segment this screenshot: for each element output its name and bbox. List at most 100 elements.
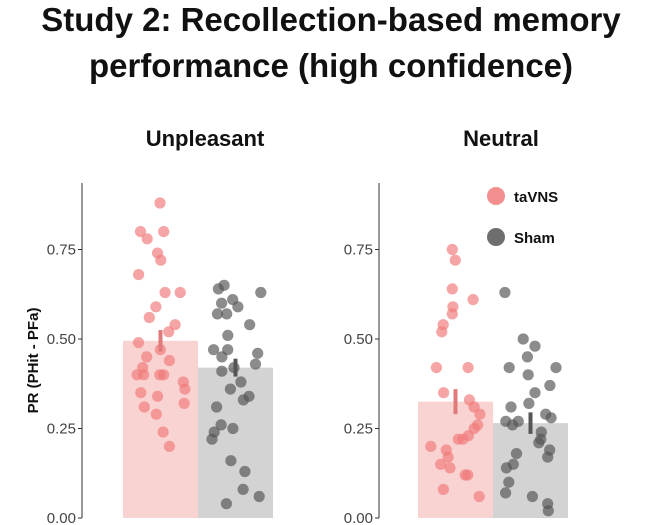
y-axis-label: PR (PHit - PFa) [25, 308, 42, 414]
y-tick-label: 0.00 [344, 510, 373, 525]
data-point-unpleasant-tavns [133, 269, 145, 281]
data-point-unpleasant-tavns [178, 397, 190, 409]
data-point-unpleasant-sham [222, 329, 234, 341]
data-point-unpleasant-tavns [163, 440, 175, 452]
chart-title-line-2: performance (high confidence) [88, 47, 574, 84]
data-point-neutral-sham [550, 362, 562, 374]
data-point-unpleasant-tavns [141, 351, 153, 363]
data-point-unpleasant-sham [216, 297, 228, 309]
data-point-neutral-tavns [467, 294, 479, 306]
data-point-unpleasant-tavns [154, 197, 166, 209]
data-point-unpleasant-sham [206, 433, 218, 445]
data-point-unpleasant-sham [235, 376, 247, 388]
y-tick-label: 0.50 [344, 331, 373, 348]
data-point-unpleasant-sham [237, 394, 249, 406]
data-point-unpleasant-tavns [174, 286, 186, 299]
data-point-neutral-tavns [474, 408, 486, 420]
y-tick-label: 0.75 [344, 242, 373, 259]
y-tick-label: 0.50 [47, 331, 76, 348]
data-point-neutral-sham [533, 437, 545, 449]
legend-label-sham: Sham [514, 230, 555, 247]
data-point-unpleasant-sham [237, 483, 249, 495]
data-point-unpleasant-tavns [154, 369, 166, 381]
data-point-unpleasant-sham [239, 465, 251, 478]
data-point-neutral-sham [544, 379, 556, 392]
data-point-unpleasant-tavns [141, 233, 153, 245]
data-point-unpleasant-tavns [179, 383, 191, 395]
data-point-unpleasant-sham [255, 286, 267, 299]
data-point-neutral-tavns [442, 451, 454, 463]
y-tick-label: 0.25 [47, 421, 76, 438]
data-point-neutral-sham [510, 448, 523, 460]
data-point-neutral-sham [521, 351, 534, 363]
data-point-unpleasant-tavns [131, 369, 143, 381]
data-point-neutral-tavns [452, 433, 464, 445]
data-point-neutral-tavns [446, 308, 458, 320]
data-point-unpleasant-tavns [138, 401, 150, 413]
data-point-neutral-tavns [437, 483, 449, 495]
data-point-unpleasant-tavns [152, 390, 164, 402]
y-tick-label: 0.00 [47, 510, 76, 525]
data-point-neutral-sham [500, 487, 512, 499]
data-point-unpleasant-sham [221, 308, 233, 320]
data-point-unpleasant-tavns [134, 226, 147, 238]
data-point-unpleasant-sham [216, 351, 228, 363]
legend-marker-sham [487, 228, 505, 246]
data-point-neutral-sham [542, 505, 554, 517]
data-point-unpleasant-tavns [157, 426, 169, 438]
data-point-unpleasant-tavns [150, 408, 162, 420]
data-point-neutral-sham [499, 286, 511, 299]
legend-marker-tavns [487, 187, 505, 205]
data-point-neutral-sham [529, 387, 541, 399]
data-point-neutral-sham [542, 451, 554, 463]
data-point-unpleasant-sham [216, 365, 228, 377]
panel-title-neutral: Neutral [463, 126, 539, 151]
data-point-neutral-sham [505, 401, 517, 413]
data-point-neutral-tavns [425, 440, 437, 452]
data-point-unpleasant-tavns [159, 286, 171, 299]
data-point-neutral-tavns [438, 387, 450, 399]
data-point-unpleasant-tavns [169, 319, 181, 331]
data-point-neutral-tavns [430, 362, 442, 374]
data-point-neutral-sham [545, 412, 557, 424]
data-point-unpleasant-sham [212, 283, 224, 295]
data-point-neutral-sham [500, 462, 512, 474]
data-point-unpleasant-sham [211, 308, 224, 320]
data-point-neutral-sham [517, 333, 529, 345]
data-point-unpleasant-tavns [132, 337, 145, 349]
y-tick-label: 0.75 [47, 242, 76, 259]
data-point-neutral-tavns [436, 326, 448, 338]
data-point-neutral-sham [529, 340, 541, 352]
data-point-unpleasant-tavns [135, 387, 147, 399]
data-point-neutral-sham [506, 419, 519, 431]
panel-title-unpleasant: Unpleasant [146, 126, 265, 151]
data-point-neutral-tavns [473, 490, 485, 503]
data-point-neutral-tavns [446, 243, 458, 256]
data-point-unpleasant-tavns [143, 311, 155, 324]
data-point-unpleasant-tavns [150, 301, 162, 313]
data-point-unpleasant-sham [253, 490, 265, 503]
data-point-unpleasant-sham [225, 455, 237, 467]
data-point-neutral-tavns [446, 283, 458, 295]
data-point-neutral-tavns [444, 462, 456, 474]
data-point-unpleasant-sham [224, 383, 236, 395]
data-point-neutral-sham [523, 397, 535, 409]
data-point-unpleasant-tavns [163, 354, 175, 367]
data-point-unpleasant-tavns [158, 226, 170, 238]
data-point-unpleasant-sham [211, 401, 223, 413]
data-point-unpleasant-sham [220, 498, 232, 510]
data-point-neutral-sham [522, 369, 534, 381]
data-point-neutral-tavns [449, 254, 461, 266]
data-point-neutral-sham [503, 362, 515, 374]
data-point-neutral-sham [503, 476, 515, 488]
data-point-unpleasant-sham [232, 301, 244, 313]
data-point-unpleasant-sham [208, 344, 220, 356]
data-point-neutral-tavns [435, 458, 447, 470]
data-point-unpleasant-sham [249, 358, 262, 370]
data-point-unpleasant-sham [215, 419, 227, 431]
y-tick-label: 0.25 [344, 421, 373, 438]
data-point-unpleasant-tavns [155, 254, 167, 266]
data-point-unpleasant-sham [252, 347, 264, 359]
data-point-unpleasant-tavns [163, 326, 175, 338]
